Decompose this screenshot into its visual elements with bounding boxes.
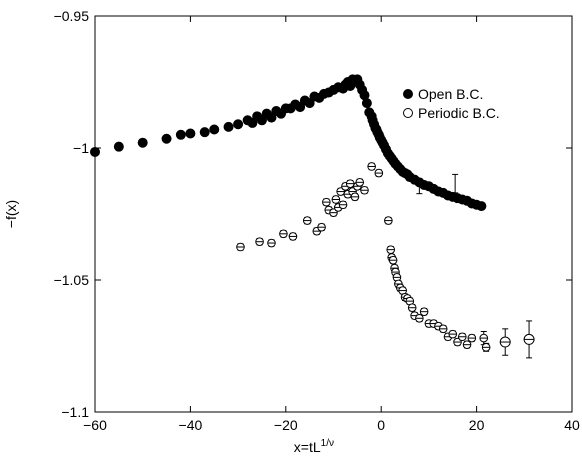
- y-tick-label: −1.1: [61, 404, 89, 420]
- y-tick-label: −1.05: [54, 272, 90, 288]
- x-axis-label-main: x=tL: [294, 439, 321, 455]
- y-tick-label: −0.95: [54, 8, 90, 24]
- x-axis-label: x=tL1/ν: [294, 438, 334, 455]
- legend-label-periodic: Periodic B.C.: [418, 105, 500, 121]
- x-tick-label: −20: [274, 417, 298, 433]
- x-tick-label: −60: [83, 417, 107, 433]
- open-point: [223, 121, 234, 132]
- open-point: [256, 115, 267, 126]
- y-axis-label: −f(x): [3, 200, 19, 228]
- legend: Open B.C. Periodic B.C.: [403, 86, 500, 121]
- open-series: [90, 74, 487, 212]
- legend-marker-open: [403, 89, 413, 99]
- legend-label-open: Open B.C.: [418, 86, 483, 102]
- x-tick-label: 20: [469, 417, 485, 433]
- open-point: [185, 128, 196, 139]
- open-point: [266, 112, 277, 123]
- open-point: [209, 124, 220, 135]
- open-point: [295, 102, 306, 113]
- y-tick-label: −1: [73, 140, 89, 156]
- open-point: [247, 117, 258, 128]
- open-point: [199, 127, 210, 138]
- axes: −60 −40 −20 0 20 40 −1.1 −1.05 −1 −0.95: [54, 8, 580, 433]
- open-point: [90, 146, 100, 157]
- x-tick-label: 40: [564, 417, 580, 433]
- x-axis-label-sup: 1/ν: [321, 438, 334, 449]
- x-tick-label: 0: [377, 417, 385, 433]
- x-tick-label: −40: [179, 417, 203, 433]
- open-point: [233, 119, 244, 130]
- open-point: [476, 201, 487, 212]
- open-point: [137, 137, 148, 148]
- legend-marker-periodic: [403, 108, 413, 118]
- open-point: [304, 98, 315, 109]
- open-point: [175, 129, 186, 140]
- open-point: [361, 98, 372, 109]
- open-point: [113, 141, 124, 152]
- periodic-series: [236, 162, 535, 359]
- open-point: [161, 133, 172, 144]
- plot-frame: [94, 15, 573, 413]
